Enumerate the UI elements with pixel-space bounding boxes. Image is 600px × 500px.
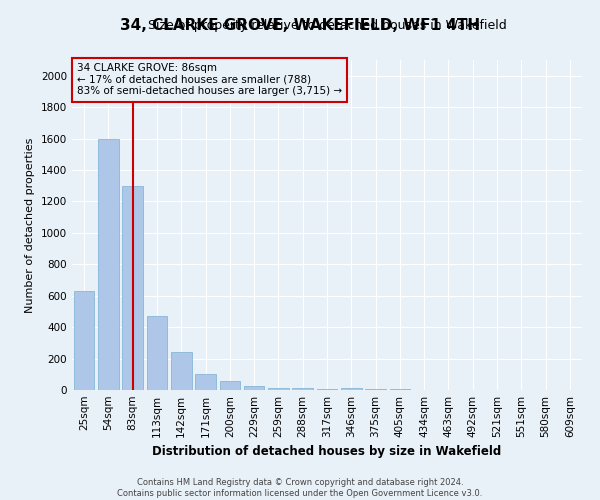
Bar bbox=[122, 186, 143, 390]
Bar bbox=[389, 389, 410, 390]
Text: Contains HM Land Registry data © Crown copyright and database right 2024.
Contai: Contains HM Land Registry data © Crown c… bbox=[118, 478, 482, 498]
Bar bbox=[220, 382, 240, 390]
Bar bbox=[74, 291, 94, 390]
Title: Size of property relative to detached houses in Wakefield: Size of property relative to detached ho… bbox=[148, 20, 506, 32]
Bar bbox=[341, 388, 362, 390]
X-axis label: Distribution of detached houses by size in Wakefield: Distribution of detached houses by size … bbox=[152, 446, 502, 458]
Bar bbox=[317, 388, 337, 390]
Bar bbox=[244, 386, 265, 390]
Bar bbox=[268, 388, 289, 390]
Bar bbox=[292, 388, 313, 390]
Text: 34, CLARKE GROVE, WAKEFIELD, WF1 4TH: 34, CLARKE GROVE, WAKEFIELD, WF1 4TH bbox=[120, 18, 480, 32]
Text: 34 CLARKE GROVE: 86sqm
← 17% of detached houses are smaller (788)
83% of semi-de: 34 CLARKE GROVE: 86sqm ← 17% of detached… bbox=[77, 64, 342, 96]
Y-axis label: Number of detached properties: Number of detached properties bbox=[25, 138, 35, 312]
Bar bbox=[98, 138, 119, 390]
Bar bbox=[146, 316, 167, 390]
Bar bbox=[195, 374, 216, 390]
Bar bbox=[171, 352, 191, 390]
